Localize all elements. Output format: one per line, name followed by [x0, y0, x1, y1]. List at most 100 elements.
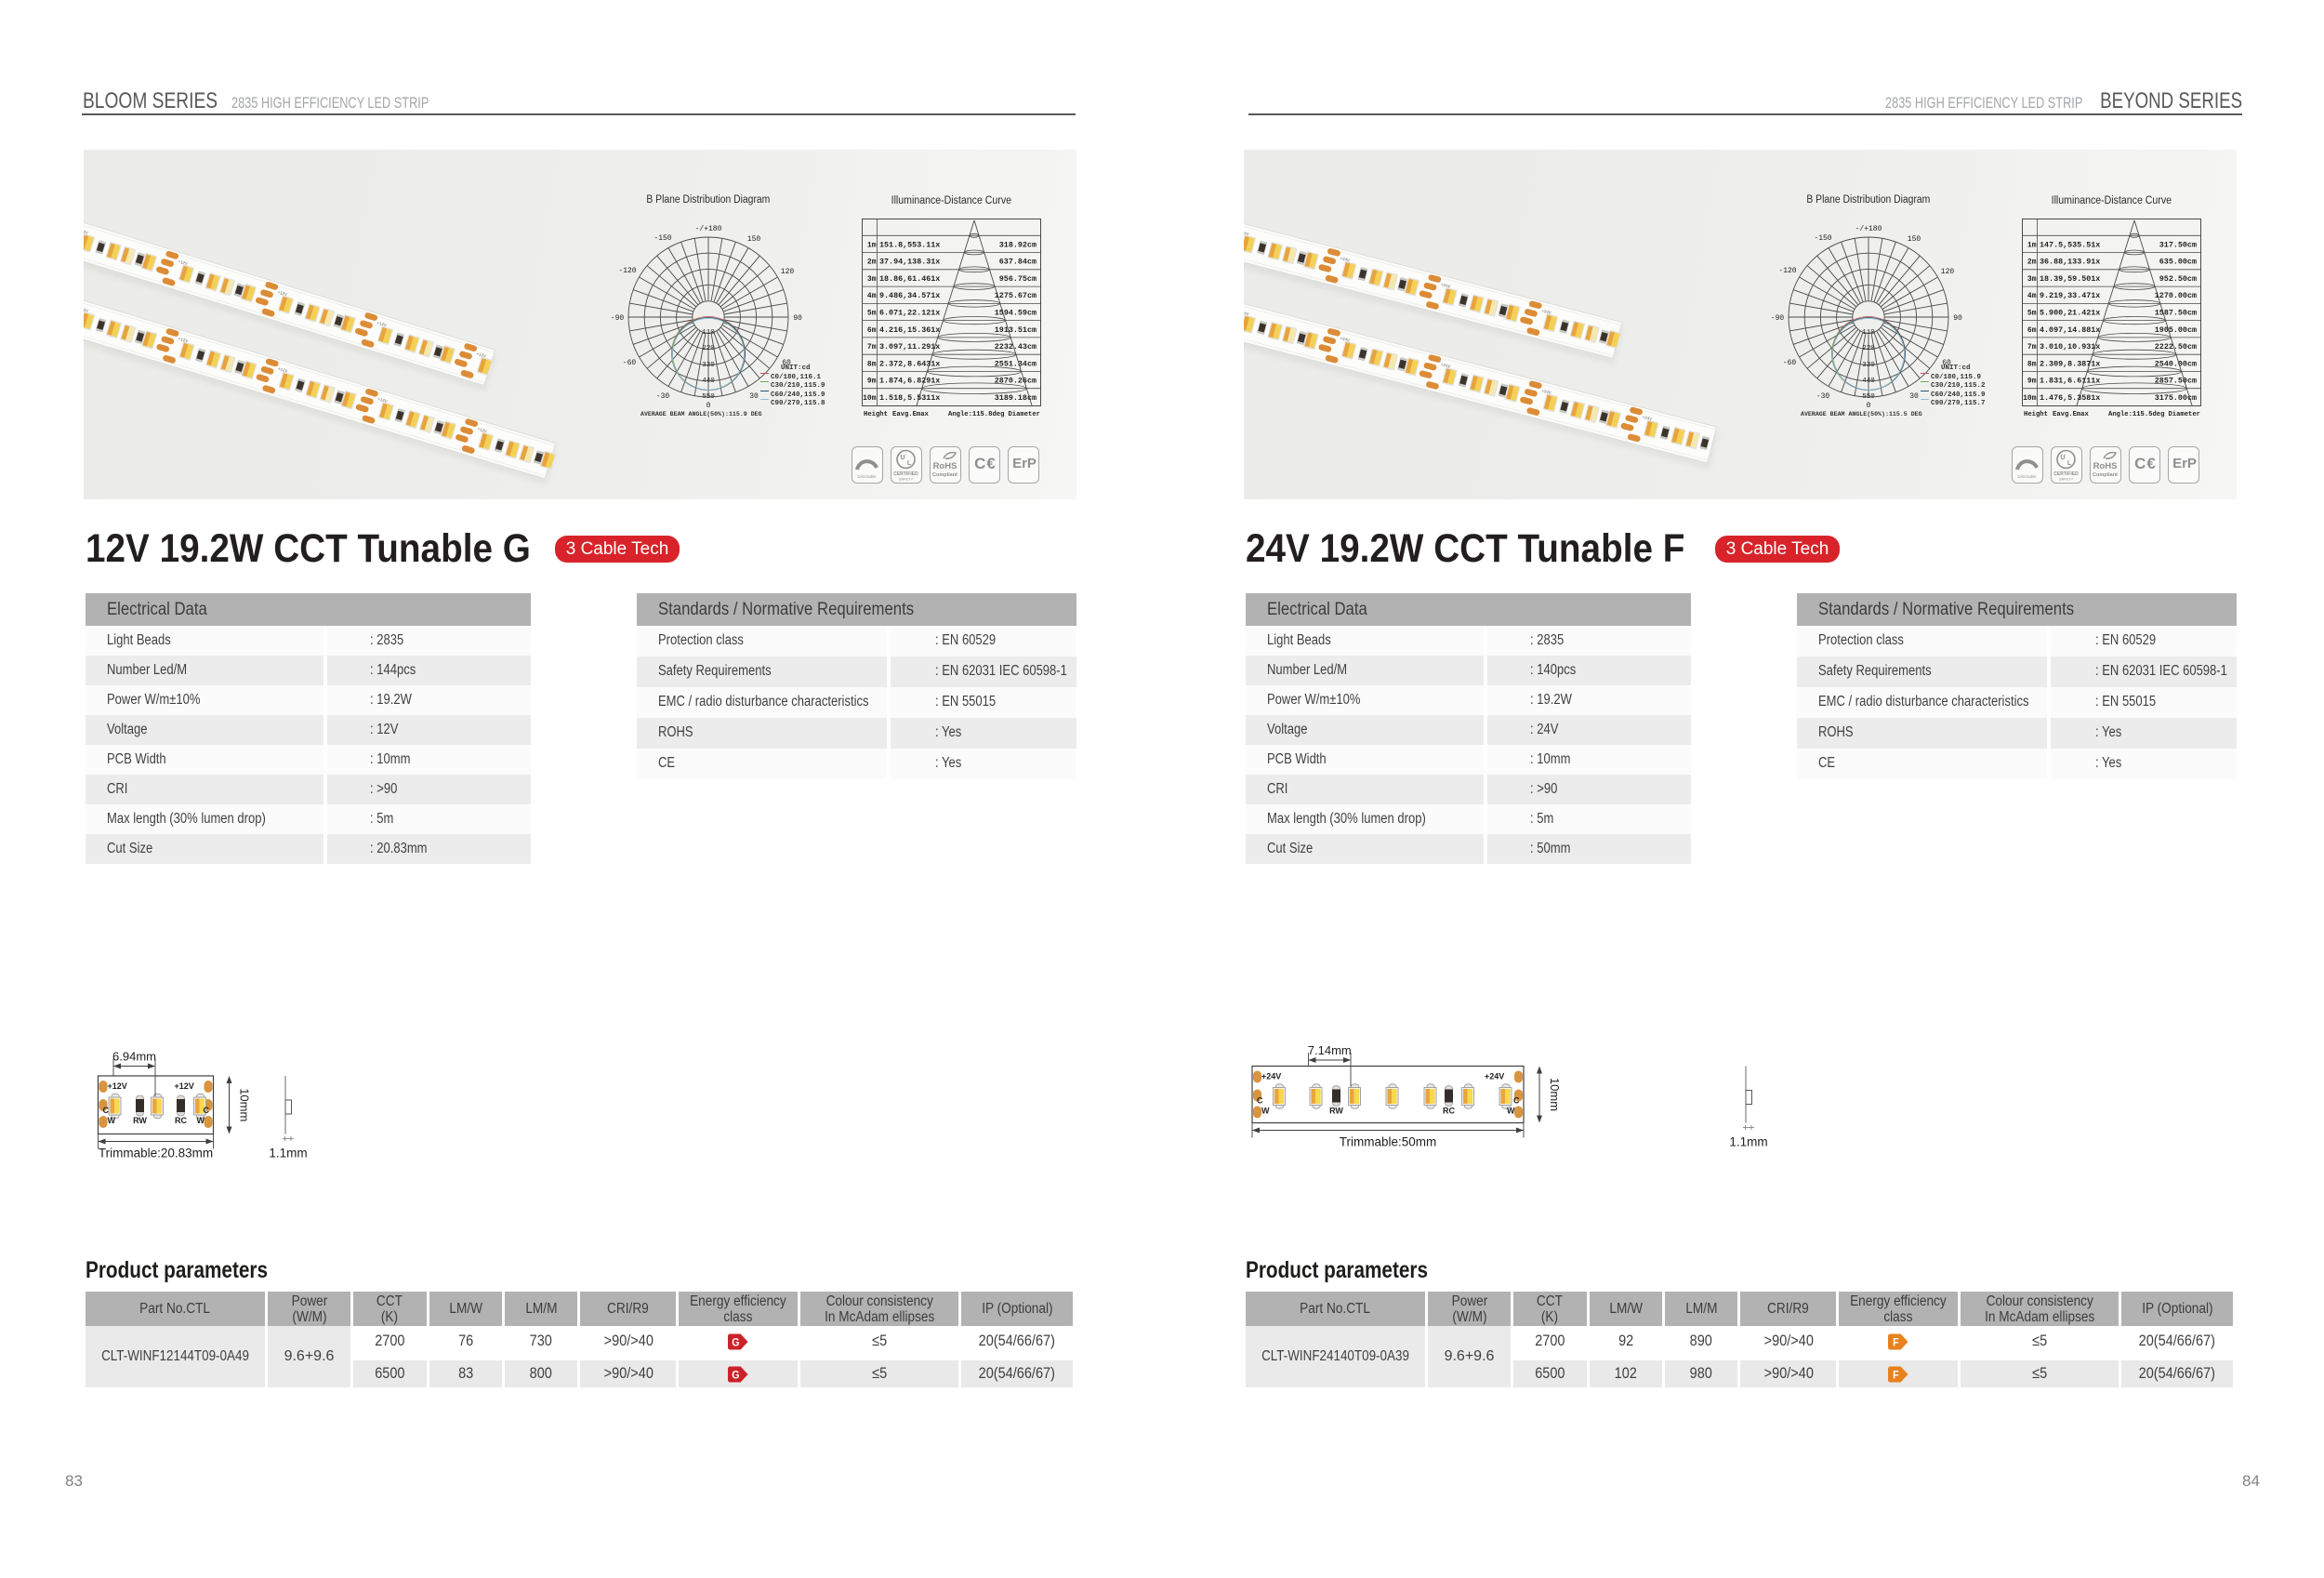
svg-text:2.372,8.6431x: 2.372,8.6431x — [879, 359, 940, 368]
svg-text:2870.26cm: 2870.26cm — [995, 377, 1037, 386]
svg-text:9m: 9m — [2027, 378, 2037, 386]
svg-text:Height: Height — [864, 411, 888, 418]
svg-text:RW: RW — [133, 1116, 147, 1125]
svg-text:5.900,21.421x: 5.900,21.421x — [2040, 309, 2100, 318]
svg-text:Eavg.Emax: Eavg.Emax — [892, 411, 930, 418]
svg-text:1905.00cm: 1905.00cm — [2155, 325, 2197, 335]
svg-text:L: L — [2067, 460, 2072, 467]
svg-text:CERTIFIED: CERTIFIED — [893, 471, 918, 477]
svg-text:147.5,535.51x: 147.5,535.51x — [2040, 240, 2100, 249]
svg-text:150: 150 — [1908, 235, 1921, 244]
svg-text:8m: 8m — [867, 360, 877, 368]
svg-text:5m: 5m — [2027, 310, 2037, 318]
svg-text:+24V: +24V — [1541, 388, 1552, 395]
svg-text:4m: 4m — [867, 292, 877, 300]
svg-text:60: 60 — [782, 359, 791, 367]
svg-text:6m: 6m — [867, 326, 877, 335]
svg-text:3175.00cm: 3175.00cm — [2155, 393, 2197, 403]
svg-text:2232.43cm: 2232.43cm — [995, 342, 1037, 351]
svg-text:1587.50cm: 1587.50cm — [2155, 309, 2197, 318]
svg-text:-120: -120 — [1778, 267, 1796, 275]
svg-text:1.874,6.8291x: 1.874,6.8291x — [879, 377, 940, 386]
svg-text:1.1mm: 1.1mm — [269, 1147, 307, 1160]
svg-text:+24V: +24V — [1440, 282, 1451, 289]
svg-text:1.831,6.6111x: 1.831,6.6111x — [2040, 377, 2100, 386]
svg-text:L: L — [907, 460, 912, 467]
svg-text:318.92cm: 318.92cm — [999, 240, 1037, 249]
svg-text:RoHS: RoHS — [933, 461, 957, 471]
svg-text:1275.67cm: 1275.67cm — [995, 291, 1037, 300]
svg-text:330: 330 — [702, 362, 715, 369]
svg-text:-30: -30 — [1816, 392, 1830, 401]
svg-text:6.071,22.121x: 6.071,22.121x — [879, 309, 940, 318]
svg-text:Compliant: Compliant — [932, 472, 957, 478]
svg-text:+24V: +24V — [1244, 310, 1249, 317]
svg-text:F: F — [1893, 1370, 1899, 1382]
svg-text:0: 0 — [1867, 402, 1871, 410]
svg-text:+24V: +24V — [1340, 256, 1351, 263]
svg-text:-90: -90 — [1771, 314, 1785, 323]
svg-text:9.486,34.571x: 9.486,34.571x — [879, 291, 940, 300]
svg-text:9m: 9m — [867, 378, 877, 386]
svg-text:440: 440 — [1862, 378, 1875, 385]
svg-text:Diameter: Diameter — [2168, 411, 2200, 418]
svg-text:330: 330 — [1862, 362, 1875, 369]
svg-text:+12V: +12V — [476, 351, 487, 359]
svg-text:W: W — [197, 1116, 205, 1125]
svg-text:3.010,10.931x: 3.010,10.931x — [2040, 342, 2100, 351]
svg-text:18.86,61.461x: 18.86,61.461x — [879, 274, 940, 284]
svg-text:10m: 10m — [863, 394, 877, 403]
svg-text:+24V: +24V — [1261, 1072, 1281, 1081]
svg-text:6.94mm: 6.94mm — [112, 1050, 156, 1064]
svg-text:7m: 7m — [867, 343, 877, 351]
svg-text:Eavg.Emax: Eavg.Emax — [2053, 411, 2090, 418]
svg-text:2857.50cm: 2857.50cm — [2155, 377, 2197, 386]
svg-text:CERTIFIED: CERTIFIED — [2053, 471, 2079, 477]
svg-text:+12V: +12V — [108, 1081, 127, 1091]
svg-text:U: U — [900, 455, 905, 461]
svg-text:90: 90 — [1953, 314, 1962, 323]
svg-text:2222.50cm: 2222.50cm — [2155, 342, 2197, 351]
svg-text:317.50cm: 317.50cm — [2159, 240, 2197, 249]
svg-text:F: F — [1893, 1337, 1899, 1349]
svg-text:-90: -90 — [611, 314, 625, 323]
svg-text:-/+180: -/+180 — [1855, 225, 1882, 233]
svg-text:2m: 2m — [2027, 259, 2037, 267]
svg-text:30: 30 — [749, 392, 759, 401]
svg-text:U: U — [2060, 455, 2065, 461]
svg-text:637.84cm: 637.84cm — [999, 258, 1037, 267]
svg-text:+24V: +24V — [1642, 415, 1653, 422]
svg-text:1.518,5.5311x: 1.518,5.5311x — [879, 393, 940, 403]
svg-text:4.216,15.361x: 4.216,15.361x — [879, 325, 940, 335]
svg-text:550: 550 — [702, 393, 715, 401]
svg-text:4.097,14.881x: 4.097,14.881x — [2040, 325, 2100, 335]
svg-text:1.476,5.3581x: 1.476,5.3581x — [2040, 393, 2100, 403]
svg-text:+12V: +12V — [277, 366, 288, 374]
svg-text:+24V: +24V — [1244, 230, 1249, 237]
svg-text:60: 60 — [1942, 359, 1951, 367]
svg-text:+24V: +24V — [1541, 308, 1552, 315]
svg-text:1m: 1m — [2027, 241, 2037, 249]
svg-text:W: W — [1261, 1107, 1270, 1116]
svg-text:3189.18cm: 3189.18cm — [995, 393, 1037, 403]
svg-text:+12V: +12V — [477, 427, 488, 434]
svg-text:110: 110 — [702, 329, 715, 337]
svg-text:Trimmable:50mm: Trimmable:50mm — [1340, 1135, 1437, 1149]
svg-text:Dimmable: Dimmable — [2017, 474, 2037, 479]
svg-text:-150: -150 — [654, 234, 671, 243]
svg-text:440: 440 — [702, 378, 715, 385]
svg-text:30: 30 — [1909, 392, 1919, 401]
svg-text:+12V: +12V — [178, 259, 189, 266]
svg-text:6m: 6m — [2027, 326, 2037, 335]
svg-text:+12V: +12V — [376, 321, 388, 328]
svg-text:2m: 2m — [867, 259, 877, 267]
svg-text:C: C — [1257, 1096, 1263, 1106]
svg-text:-60: -60 — [1783, 359, 1797, 367]
svg-text:3.097,11.291x: 3.097,11.291x — [879, 342, 940, 351]
svg-text:120: 120 — [781, 268, 795, 276]
svg-text:+24V: +24V — [1440, 362, 1451, 369]
svg-text:550: 550 — [1862, 393, 1875, 401]
svg-text:-60: -60 — [623, 359, 637, 367]
svg-text:18.39,59.501x: 18.39,59.501x — [2040, 274, 2100, 284]
svg-text:Dimmable: Dimmable — [857, 474, 877, 479]
